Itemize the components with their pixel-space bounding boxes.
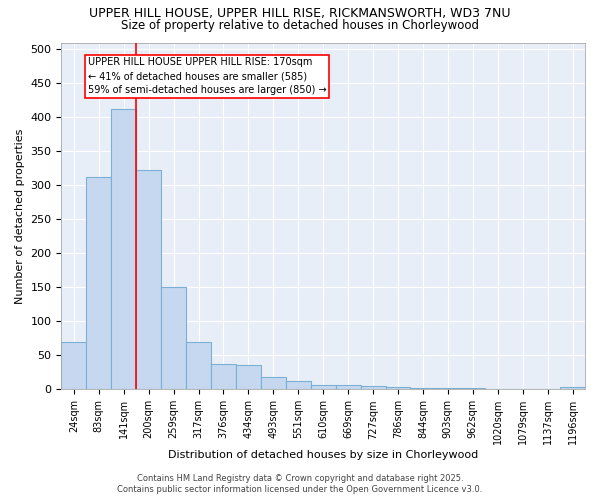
Bar: [335, 386, 361, 390]
Bar: [510, 388, 535, 390]
X-axis label: Distribution of detached houses by size in Chorleywood: Distribution of detached houses by size …: [168, 450, 478, 460]
Bar: [410, 388, 436, 390]
Bar: [211, 364, 236, 390]
Y-axis label: Number of detached properties: Number of detached properties: [15, 128, 25, 304]
Bar: [186, 342, 211, 390]
Text: Size of property relative to detached houses in Chorleywood: Size of property relative to detached ho…: [121, 18, 479, 32]
Bar: [136, 170, 161, 390]
Text: Contains HM Land Registry data © Crown copyright and database right 2025.
Contai: Contains HM Land Registry data © Crown c…: [118, 474, 482, 494]
Bar: [236, 365, 261, 390]
Text: UPPER HILL HOUSE, UPPER HILL RISE, RICKMANSWORTH, WD3 7NU: UPPER HILL HOUSE, UPPER HILL RISE, RICKM…: [89, 8, 511, 20]
Bar: [261, 377, 286, 390]
Bar: [61, 342, 86, 390]
Bar: [361, 386, 386, 390]
Bar: [111, 109, 136, 390]
Bar: [485, 388, 510, 390]
Bar: [161, 288, 186, 390]
Bar: [560, 388, 585, 390]
Bar: [286, 381, 311, 390]
Bar: [460, 388, 485, 390]
Bar: [386, 386, 410, 390]
Bar: [311, 386, 335, 390]
Bar: [86, 177, 111, 390]
Bar: [436, 388, 460, 390]
Bar: [535, 388, 560, 390]
Text: UPPER HILL HOUSE UPPER HILL RISE: 170sqm
← 41% of detached houses are smaller (5: UPPER HILL HOUSE UPPER HILL RISE: 170sqm…: [88, 58, 326, 96]
